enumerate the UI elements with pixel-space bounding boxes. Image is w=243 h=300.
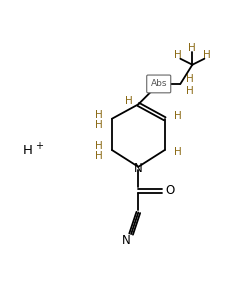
- Text: N: N: [134, 161, 143, 175]
- Text: H: H: [174, 111, 182, 122]
- Text: H: H: [186, 74, 194, 84]
- FancyBboxPatch shape: [147, 75, 171, 93]
- Text: Abs: Abs: [150, 80, 167, 88]
- Text: H: H: [95, 120, 103, 130]
- Text: H: H: [95, 141, 103, 152]
- Text: H: H: [189, 43, 196, 53]
- Text: H: H: [174, 147, 182, 158]
- Text: H: H: [203, 50, 211, 60]
- Text: H: H: [95, 151, 103, 161]
- Text: H: H: [125, 96, 133, 106]
- Text: O: O: [165, 184, 174, 197]
- Text: +: +: [35, 141, 43, 152]
- Text: H: H: [186, 86, 194, 96]
- Text: N: N: [122, 234, 131, 247]
- Text: H: H: [23, 143, 33, 157]
- Text: H: H: [174, 50, 182, 60]
- Text: H: H: [95, 110, 103, 120]
